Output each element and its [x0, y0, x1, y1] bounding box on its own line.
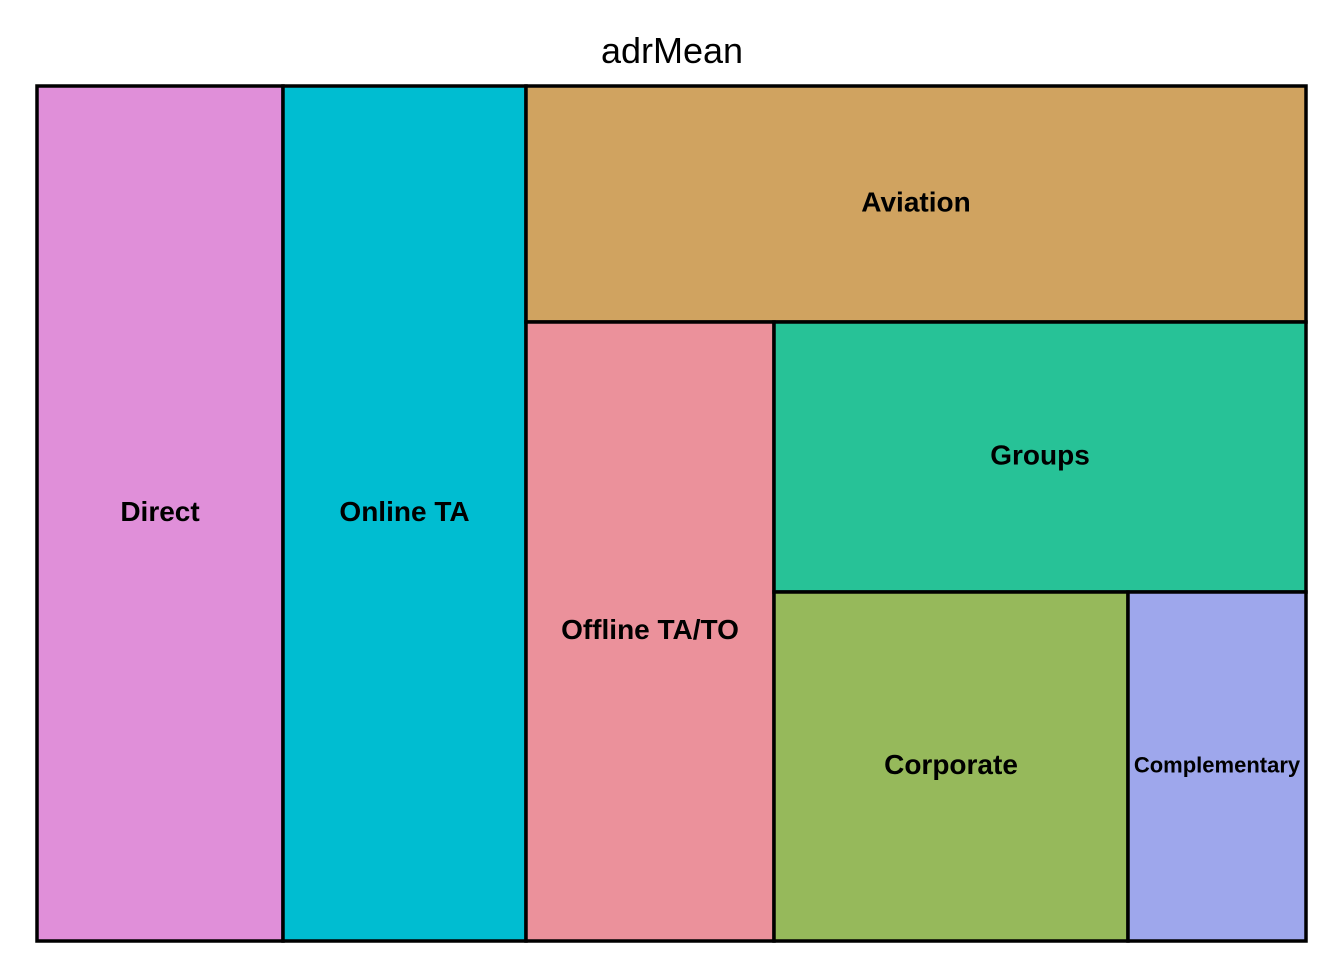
tile-corporate: Corporate [772, 590, 1130, 943]
tile-rect-corporate [772, 590, 1130, 943]
tile-label-offline-ta-to: Offline TA/TO [561, 614, 739, 645]
tile-aviation: Aviation [524, 84, 1308, 324]
tile-online-ta: Online TA [281, 84, 528, 943]
tile-rect-aviation [524, 84, 1308, 324]
tile-label-online-ta: Online TA [339, 496, 469, 527]
tile-label-direct: Direct [120, 496, 199, 527]
chart-title: adrMean [600, 30, 744, 71]
tile-label-complementary: Complementary [1134, 752, 1301, 777]
tile-complementary: Complementary [1126, 590, 1308, 943]
tile-offline-ta-to: Offline TA/TO [524, 320, 776, 943]
tile-direct: Direct [35, 84, 285, 943]
tile-rect-direct [35, 84, 285, 943]
tile-label-groups: Groups [990, 439, 1090, 470]
tile-label-corporate: Corporate [884, 749, 1018, 780]
tile-rect-offline-ta-to [524, 320, 776, 943]
tile-groups: Groups [772, 320, 1308, 594]
tile-rect-complementary [1126, 590, 1308, 943]
tile-rect-online-ta [281, 84, 528, 943]
tile-label-aviation: Aviation [861, 186, 970, 217]
